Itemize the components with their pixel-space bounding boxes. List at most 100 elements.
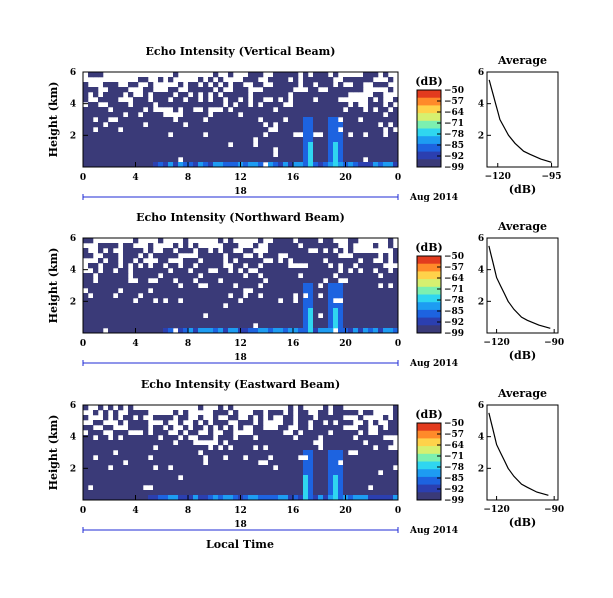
heatmap-cell — [378, 102, 384, 108]
heatmap-cell — [273, 132, 279, 138]
heatmap-cell — [378, 475, 384, 481]
heatmap-cell — [248, 107, 254, 113]
heatmap-cell — [253, 253, 259, 259]
heatmap-cell — [243, 152, 249, 158]
heatmap-cell — [223, 283, 229, 289]
colorbar-segment — [417, 484, 441, 493]
heatmap-cell — [143, 253, 149, 259]
heatmap-cell — [158, 328, 164, 334]
heatmap-cell — [338, 480, 344, 486]
heatmap-cell — [303, 435, 309, 441]
heatmap-cell — [93, 445, 99, 451]
heatmap-cell — [363, 455, 369, 461]
heatmap-cell — [88, 142, 94, 148]
heatmap-cell — [233, 455, 239, 461]
heatmap-cell — [318, 318, 324, 324]
heatmap-cell — [253, 102, 259, 108]
heatmap-cell — [98, 117, 104, 123]
heatmap-cell — [258, 298, 264, 304]
heatmap-cell — [118, 87, 124, 93]
heatmap-cell — [283, 435, 289, 441]
heatmap-cell — [198, 455, 204, 461]
heatmap-cell — [173, 107, 179, 113]
colorbar-segment — [417, 469, 441, 478]
heatmap-cell — [128, 425, 134, 431]
colorbar-segment — [417, 309, 441, 318]
heatmap-cell — [108, 485, 114, 491]
heatmap-cell — [103, 278, 109, 284]
heatmap-cell — [183, 293, 189, 299]
heatmap-cell — [283, 490, 289, 496]
heatmap-cell — [218, 405, 224, 411]
heatmap-cell — [248, 435, 254, 441]
heatmap-cell — [288, 460, 294, 466]
heatmap-cell — [228, 318, 234, 324]
heatmap-cell — [358, 127, 364, 133]
heatmap-cell — [303, 328, 309, 334]
heatmap-cell — [328, 87, 334, 93]
heatmap-cell — [383, 480, 389, 486]
heatmap-cell — [188, 147, 194, 153]
heatmap-cell — [263, 313, 269, 319]
heatmap-cell — [113, 253, 119, 259]
heatmap-cell — [123, 132, 129, 138]
heatmap-cell — [133, 445, 139, 451]
heatmap-cell — [328, 117, 334, 123]
heatmap-cell — [188, 278, 194, 284]
heatmap-cell — [268, 278, 274, 284]
heatmap-cell — [223, 298, 229, 304]
heatmap-cell — [198, 298, 204, 304]
heatmap-cell — [128, 152, 134, 158]
heatmap-cell — [263, 102, 269, 108]
heatmap-cell — [128, 137, 134, 143]
heatmap-cell — [323, 82, 329, 88]
heatmap-cell — [248, 475, 254, 481]
heatmap-cell — [223, 243, 229, 249]
heatmap-cell — [228, 72, 234, 78]
heatmap-cell — [298, 117, 304, 123]
heatmap-cell — [253, 112, 259, 118]
heatmap-cell — [373, 440, 379, 446]
heatmap-cell — [323, 495, 329, 501]
heatmap-cell — [328, 415, 334, 421]
heatmap-cell — [203, 328, 209, 334]
heatmap-cell — [98, 72, 104, 78]
heatmap-cell — [88, 137, 94, 143]
x-tick-label: 12 — [234, 506, 247, 516]
heatmap-cell — [118, 147, 124, 153]
heatmap-cell — [253, 410, 259, 416]
heatmap-cell — [123, 142, 129, 148]
heatmap-cell — [133, 253, 139, 259]
heatmap-cell — [183, 248, 189, 254]
heatmap-cell — [313, 253, 319, 259]
heatmap-cell — [283, 107, 289, 113]
heatmap-cell — [228, 253, 234, 259]
heatmap-cell — [218, 485, 224, 491]
heatmap-cell — [278, 122, 284, 128]
heatmap-cell — [183, 117, 189, 123]
heatmap-cell — [323, 445, 329, 451]
heatmap-cell — [288, 480, 294, 486]
heatmap-cell — [198, 485, 204, 491]
heatmap-cell — [353, 475, 359, 481]
heatmap-cell — [353, 303, 359, 309]
heatmap-cell — [368, 490, 374, 496]
heatmap-cell — [128, 243, 134, 249]
heatmap-cell — [93, 420, 99, 426]
heatmap-cell — [183, 137, 189, 143]
heatmap-cell — [353, 238, 359, 244]
heatmap-cell — [328, 465, 334, 471]
heatmap-cell — [243, 97, 249, 103]
heatmap-cell — [163, 132, 169, 138]
heatmap-cell — [298, 445, 304, 451]
heatmap-cell — [123, 122, 129, 128]
heatmap-cell — [108, 132, 114, 138]
heatmap-cell — [183, 308, 189, 314]
heatmap-cell — [318, 273, 324, 279]
heatmap-cell — [193, 495, 199, 501]
heatmap-cell — [188, 122, 194, 128]
colorbar-tick-label: −64 — [444, 441, 464, 451]
heatmap-cell — [283, 268, 289, 274]
heatmap-cell — [123, 470, 129, 476]
heatmap-cell — [258, 303, 264, 309]
